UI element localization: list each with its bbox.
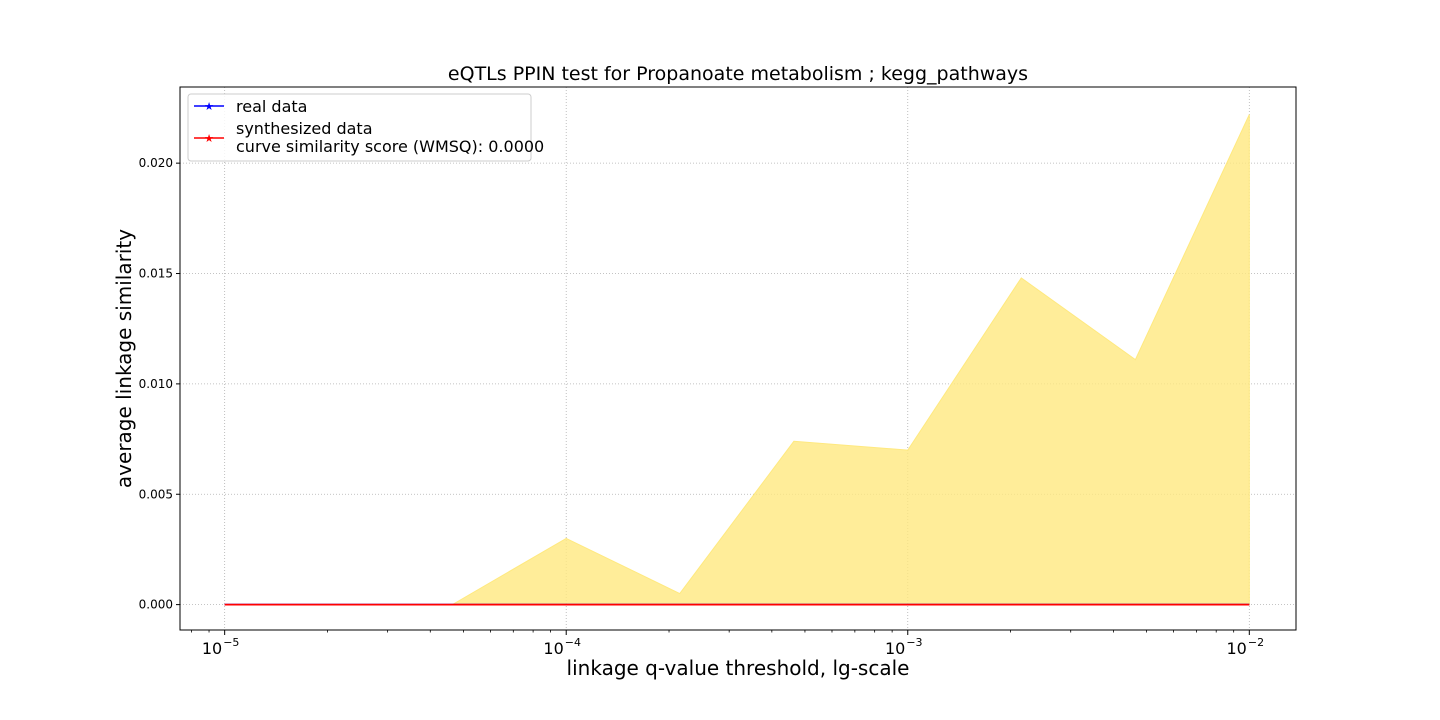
y-tick-label: 0.010 [139,377,173,391]
x-tick-label: 10−5 [202,636,240,658]
legend-label-similarity-score: curve similarity score (WMSQ): 0.0000 [236,137,544,156]
x-tick-exponent: −5 [223,636,239,649]
x-tick-label: 10−4 [543,636,581,658]
x-tick-label: 10−2 [1227,636,1265,658]
y-tick-label: 0.000 [139,598,173,612]
chart-title: eQTLs PPIN test for Propanoate metabolis… [448,63,1028,85]
legend-label-real-data: real data [236,97,307,116]
x-tick-label: 10−3 [885,636,923,658]
band-layer [224,114,1250,606]
y-tick-label: 0.015 [139,267,173,281]
legend-marker-real-data: ★ [204,100,214,113]
x-tick-exponent: −4 [565,636,581,649]
x-axis-label: linkage q-value threshold, lg-scale [567,656,910,680]
x-tick-exponent: −2 [1248,636,1264,649]
y-tick-label: 0.020 [139,156,173,170]
y-tick-label: 0.005 [139,487,173,501]
plot-frame [179,86,1297,631]
confidence-band [224,114,1250,606]
x-tick-exponent: −3 [906,636,922,649]
legend: ★ real data ★ synthesized data curve sim… [187,93,544,162]
x-axis: 10−5 10−4 10−3 10−2 [191,630,1265,658]
legend-marker-synthesized-data: ★ [204,132,214,145]
legend-label-synthesized-data: synthesized data [236,119,373,138]
y-axis: 0.000 0.005 0.010 0.015 0.020 [139,156,180,612]
legend-box [187,93,532,162]
y-axis-label: average linkage similarity [112,229,136,488]
